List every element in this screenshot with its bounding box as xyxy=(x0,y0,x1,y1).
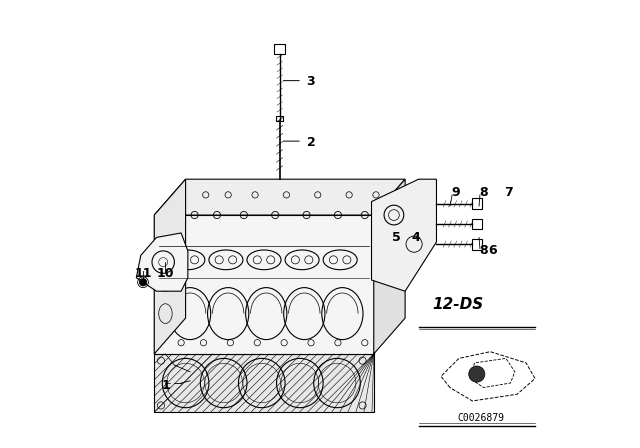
Circle shape xyxy=(468,366,485,382)
Polygon shape xyxy=(154,215,374,354)
Text: 4: 4 xyxy=(412,231,420,244)
Text: 11: 11 xyxy=(134,267,152,280)
Bar xyxy=(472,198,482,209)
Polygon shape xyxy=(136,233,188,291)
Text: 5: 5 xyxy=(392,231,401,244)
Text: 3: 3 xyxy=(307,75,315,88)
Polygon shape xyxy=(371,179,436,291)
Bar xyxy=(276,116,284,121)
Text: 1: 1 xyxy=(161,379,170,392)
Text: C0026879: C0026879 xyxy=(458,414,505,423)
Text: 10: 10 xyxy=(157,267,174,280)
Text: 8: 8 xyxy=(479,186,488,199)
Text: 6: 6 xyxy=(488,244,497,258)
Text: 7: 7 xyxy=(504,186,513,199)
Text: 9: 9 xyxy=(451,186,460,199)
Polygon shape xyxy=(374,179,405,354)
Text: 8: 8 xyxy=(479,244,488,258)
Circle shape xyxy=(140,279,147,286)
Bar xyxy=(275,44,285,54)
Text: 12-DS: 12-DS xyxy=(432,297,483,312)
Polygon shape xyxy=(154,179,186,354)
Polygon shape xyxy=(154,354,374,412)
Bar xyxy=(472,219,482,229)
Text: 2: 2 xyxy=(307,135,316,149)
Bar xyxy=(472,239,482,250)
Polygon shape xyxy=(154,179,405,215)
